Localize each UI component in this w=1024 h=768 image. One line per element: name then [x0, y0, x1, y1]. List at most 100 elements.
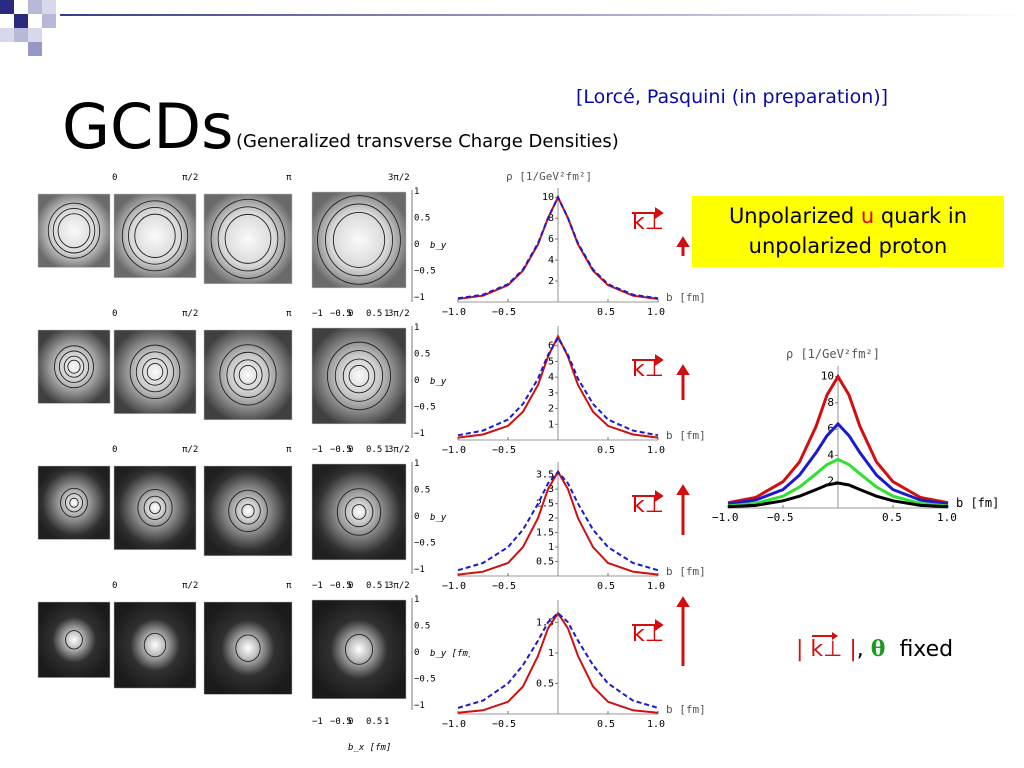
density-image — [37, 465, 111, 540]
bx-tick-label: −0.5 — [330, 717, 352, 727]
contour-ring — [235, 497, 261, 525]
kperp-overarrow-head-2 — [655, 354, 664, 366]
contour-ring — [149, 501, 161, 515]
x-tick-label: 1.0 — [647, 581, 665, 592]
header-decoration — [0, 0, 1024, 56]
bx-tick-label: 0.5 — [366, 581, 382, 591]
series-line — [457, 470, 659, 572]
y-tick-label: 5 — [548, 356, 554, 367]
by-tick-label: 1 — [414, 595, 419, 605]
density-image — [311, 191, 407, 289]
by-tick-label: −0.5 — [414, 675, 436, 685]
callout-line1-pre: Unpolarized — [728, 204, 861, 228]
contour-ring — [217, 206, 279, 272]
y-tick-label: 2.5 — [536, 499, 554, 510]
kperp-arrows — [632, 207, 690, 666]
by-tick-label: 0 — [414, 240, 419, 250]
y-tick-label: 1 — [548, 648, 554, 659]
x-tick-label: −0.5 — [492, 719, 516, 730]
fixed-comma: , — [856, 637, 864, 662]
series-line — [457, 335, 659, 437]
series-line — [727, 481, 949, 509]
angle-label: 0 — [112, 581, 117, 591]
kperp-fixed-label: k⊥ — [810, 632, 843, 662]
bx-tick-label: 0 — [348, 581, 353, 591]
density-image — [113, 465, 197, 550]
contour-ring — [238, 365, 258, 385]
bx-tick-label: 0 — [348, 717, 353, 727]
contour-ring — [143, 632, 167, 658]
y-tick-label: 4 — [827, 448, 834, 461]
bx-tick-label: 0.5 — [366, 445, 382, 455]
callout-line1-post: quark in — [874, 204, 968, 228]
contour-ring — [60, 487, 88, 518]
contour-ring — [344, 496, 374, 528]
x-tick-label: 0.5 — [597, 307, 615, 318]
y-tick-label: 4 — [548, 372, 554, 383]
fixed-note: | k⊥ |, θ fixed — [796, 632, 953, 662]
by-tick-label: 1 — [414, 187, 419, 197]
bx-tick-label: 1 — [384, 581, 389, 591]
contour-ring — [142, 358, 168, 386]
x-axis-label: b [fm] — [666, 429, 706, 442]
y-tick-label: 2 — [827, 475, 834, 488]
y-tick-label: 6 — [827, 422, 834, 435]
by-axis-label: b_y — [430, 241, 447, 251]
x-tick-label: −1.0 — [442, 445, 466, 456]
series-line — [457, 611, 659, 709]
kperp-size-head-3 — [676, 484, 690, 495]
kperp-fixed-text: k⊥ — [810, 637, 843, 662]
y-tick-label: 6 — [548, 341, 554, 352]
bx-axis-label: b_x [fm] — [348, 743, 391, 753]
contour-ring — [228, 489, 268, 533]
y-tick-label: 4 — [548, 255, 554, 266]
y-tick-label: 2 — [548, 276, 554, 287]
contour-ring — [210, 198, 286, 279]
contour-ring — [219, 344, 277, 406]
x-axis-label: b [fm] — [666, 291, 706, 304]
density-image — [113, 601, 197, 689]
page-title: GCDs — [62, 90, 234, 163]
contour-ring — [57, 213, 91, 249]
angle-label: 0 — [112, 445, 117, 455]
x-tick-label: −1.0 — [442, 307, 466, 318]
density-image — [37, 329, 111, 404]
bx-tick-label: 0.5 — [366, 717, 382, 727]
contour-ring — [137, 489, 173, 527]
by-tick-label: −1 — [414, 565, 425, 575]
bx-tick-label: −0.5 — [330, 309, 352, 319]
x-tick-label: −0.5 — [492, 581, 516, 592]
x-tick-label: 0.5 — [597, 445, 615, 456]
y-tick-label: 3 — [548, 388, 554, 399]
bx-tick-label: 0 — [348, 445, 353, 455]
y-axis-label: ρ [1/GeV²fm²] — [506, 170, 592, 183]
contour-ring — [67, 359, 81, 374]
contour-ring — [235, 634, 261, 662]
callout-quark: u — [860, 204, 875, 228]
by-tick-label: 0.5 — [414, 486, 430, 496]
x-tick-label: 0.5 — [597, 719, 615, 730]
contour-ring — [47, 202, 101, 259]
contour-ring — [241, 503, 255, 518]
y-tick-label: 2 — [548, 404, 554, 415]
y-tick-label: 3 — [548, 484, 554, 495]
by-tick-label: 0.5 — [414, 350, 430, 360]
by-tick-label: −0.5 — [414, 267, 436, 277]
angle-label: 0 — [112, 309, 117, 319]
x-axis-label: b [fm] — [666, 703, 706, 716]
by-axis-label: b_y [fm] — [430, 649, 470, 659]
contour-ring — [324, 203, 394, 277]
angle-label: π/2 — [182, 445, 198, 455]
by-tick-label: 0.5 — [414, 622, 430, 632]
y-tick-label: 0.5 — [536, 557, 554, 568]
angle-label: π — [286, 445, 292, 455]
angle-label: π/2 — [182, 581, 198, 591]
y-tick-label: 1 — [548, 419, 554, 430]
series-line — [727, 457, 949, 508]
contour-ring — [332, 212, 386, 268]
angle-label: π — [286, 309, 292, 319]
bx-tick-label: 1 — [384, 717, 389, 727]
x-tick-label: −0.5 — [767, 511, 794, 524]
contour-ring — [224, 213, 272, 264]
kperp-overarrow-head-4 — [655, 619, 664, 631]
